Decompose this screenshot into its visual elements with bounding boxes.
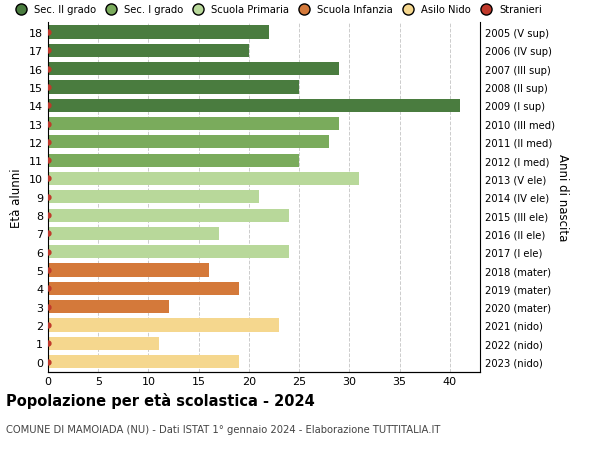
Legend: Sec. II grado, Sec. I grado, Scuola Primaria, Scuola Infanzia, Asilo Nido, Stran: Sec. II grado, Sec. I grado, Scuola Prim… bbox=[11, 5, 542, 15]
Bar bbox=[48, 63, 340, 76]
Bar bbox=[48, 154, 299, 168]
Bar bbox=[48, 300, 169, 313]
Bar bbox=[48, 337, 158, 350]
Bar bbox=[48, 136, 329, 149]
Bar bbox=[48, 173, 359, 186]
Bar bbox=[48, 319, 279, 332]
Bar bbox=[48, 118, 340, 131]
Text: Popolazione per età scolastica - 2024: Popolazione per età scolastica - 2024 bbox=[6, 392, 315, 409]
Bar bbox=[48, 27, 269, 39]
Bar bbox=[48, 209, 289, 222]
Bar bbox=[48, 81, 299, 95]
Bar bbox=[48, 264, 209, 277]
Bar bbox=[48, 282, 239, 295]
Bar bbox=[48, 246, 289, 259]
Bar bbox=[48, 45, 249, 58]
Bar bbox=[48, 227, 219, 241]
Text: COMUNE DI MAMOIADA (NU) - Dati ISTAT 1° gennaio 2024 - Elaborazione TUTTITALIA.I: COMUNE DI MAMOIADA (NU) - Dati ISTAT 1° … bbox=[6, 425, 440, 435]
Bar bbox=[48, 100, 460, 112]
Y-axis label: Anni di nascita: Anni di nascita bbox=[556, 154, 569, 241]
Bar bbox=[48, 355, 239, 368]
Y-axis label: Età alunni: Età alunni bbox=[10, 168, 23, 227]
Bar bbox=[48, 191, 259, 204]
